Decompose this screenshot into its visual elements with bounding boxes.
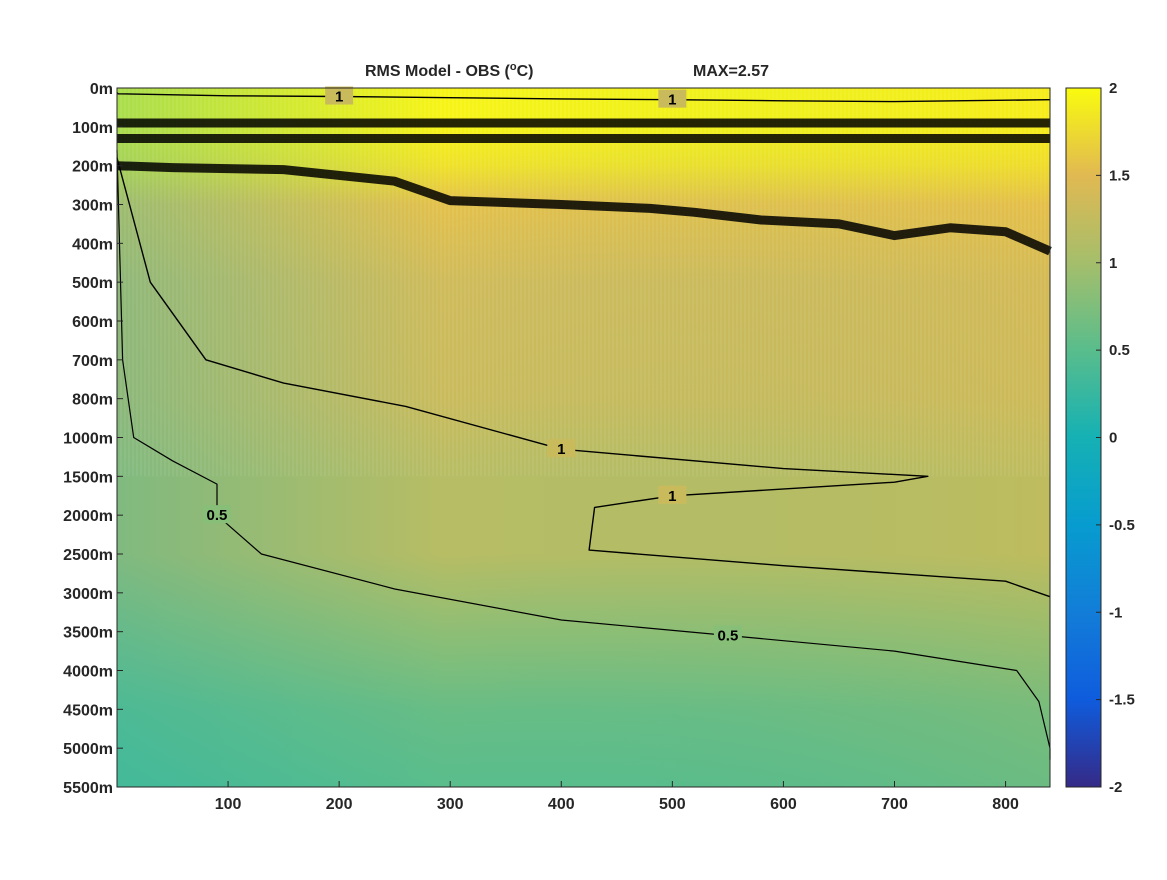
colorbar-tick-label: 2 <box>1109 80 1117 97</box>
x-tick-label: 100 <box>215 796 242 813</box>
contour-label-bg <box>325 86 354 105</box>
y-tick-label: 600m <box>72 314 113 331</box>
contour-label: 1 <box>335 89 343 106</box>
colorbar-tick-label: -0.5 <box>1109 517 1135 534</box>
y-tick-label: 1000m <box>63 431 113 448</box>
y-tick-label: 5000m <box>63 741 113 758</box>
contour-label-bg <box>658 485 687 504</box>
contour-label-bg <box>547 439 576 458</box>
contour-label: 1 <box>557 441 565 458</box>
plot-area <box>117 88 1050 787</box>
colorbar-tick-label: 1.5 <box>1109 167 1130 184</box>
x-tick-label: 700 <box>881 796 908 813</box>
y-tick-label: 2000m <box>63 508 113 525</box>
x-tick-label: 400 <box>548 796 575 813</box>
y-tick-label: 5500m <box>63 780 113 797</box>
colorbar: 2 1.5 1 0.5 0 -0.5 -1 -1.5 -2 <box>1065 80 1135 796</box>
heatmap-stripe-texture <box>117 88 1050 477</box>
contour-label: 0.5 <box>717 628 738 645</box>
contour-label: 1 <box>668 92 676 109</box>
contour-line <box>116 161 1052 256</box>
x-tick-label: 200 <box>326 796 353 813</box>
colorbar-gradient <box>1065 87 1102 788</box>
colorbar-tick-label: 1 <box>1109 255 1117 272</box>
y-tick-label: 500m <box>72 275 113 292</box>
x-tick-label: 800 <box>992 796 1019 813</box>
contour-label-bg <box>658 89 687 108</box>
contour-layer: 1 1 1 1 0.5 0.5 <box>116 86 1052 760</box>
y-tick-label: 1500m <box>63 469 113 486</box>
y-tick-label: 800m <box>72 392 113 409</box>
x-tick-label: 300 <box>437 796 464 813</box>
chart-title-unit: C) <box>517 63 534 80</box>
contour-label-bg <box>202 505 231 524</box>
contour-label: 0.5 <box>207 507 228 524</box>
contour-line <box>116 157 1051 598</box>
contour-line <box>116 92 1051 103</box>
chart-title-sup: o <box>510 61 517 73</box>
y-tick-label: 200m <box>72 159 113 176</box>
y-tick-label: 0m <box>90 81 113 98</box>
y-tick-label: 700m <box>72 353 113 370</box>
y-tick-label: 3000m <box>63 586 113 603</box>
colorbar-tick-label: -2 <box>1109 779 1122 796</box>
contour-label-bg <box>713 625 742 644</box>
y-tick-label: 4500m <box>63 702 113 719</box>
y-tick-label: 300m <box>72 198 113 215</box>
chart-title: RMS Model - OBS (oC) <box>365 61 534 80</box>
colorbar-tick-label: -1.5 <box>1109 692 1135 709</box>
colorbar-tick-label: 0 <box>1109 430 1117 447</box>
chart-title-text: RMS Model - OBS ( <box>365 63 511 80</box>
contour-label: 1 <box>668 488 676 505</box>
y-tick-label: 3500m <box>63 625 113 642</box>
axes-layer: 0m100m200m300m400m500m600m700m800m1000m1… <box>63 81 1051 813</box>
y-tick-label: 4000m <box>63 664 113 681</box>
contour-line <box>116 150 1051 760</box>
x-tick-label: 500 <box>659 796 686 813</box>
colorbar-tick-label: 0.5 <box>1109 342 1130 359</box>
x-tick-label: 600 <box>770 796 797 813</box>
colorbar-tick-label: -1 <box>1109 604 1122 621</box>
chart-title-max: MAX=2.57 <box>693 63 769 80</box>
y-tick-label: 100m <box>72 120 113 137</box>
y-tick-label: 2500m <box>63 547 113 564</box>
y-tick-label: 400m <box>72 236 113 253</box>
